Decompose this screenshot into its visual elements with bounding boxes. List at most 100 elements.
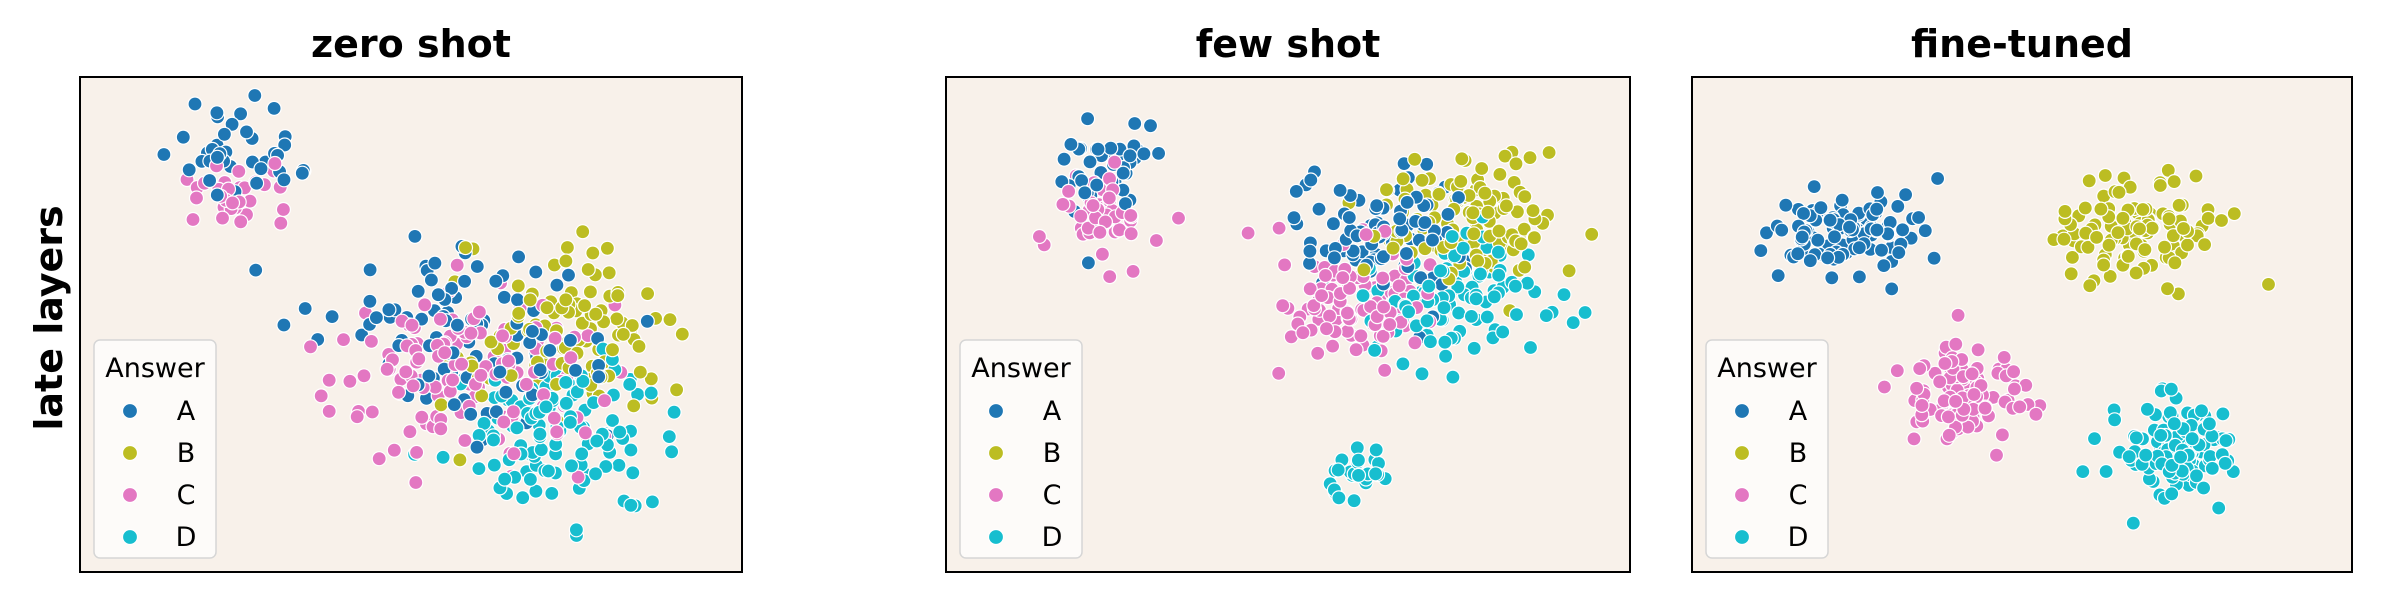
point-a [1851, 240, 1867, 256]
point-b [1498, 198, 1515, 214]
point-d [574, 446, 590, 462]
point-a [1794, 229, 1810, 245]
point-d [2196, 480, 2212, 496]
point-c [1271, 220, 1287, 236]
point-b [1522, 150, 1538, 166]
point-b [580, 261, 596, 278]
legend-marker-a [121, 402, 139, 420]
legend-label-a: A [177, 396, 196, 427]
point-d [1355, 288, 1371, 304]
point-a [1897, 187, 1914, 203]
point-b [610, 288, 626, 304]
point-c [1391, 278, 1407, 294]
point-b [452, 452, 468, 468]
point-a [560, 267, 577, 283]
point-d [509, 420, 525, 436]
point-a [324, 309, 340, 325]
point-a [209, 187, 225, 203]
point-a [1910, 209, 1927, 226]
point-d [558, 395, 574, 411]
point-a [1891, 245, 1907, 261]
point-b [639, 286, 656, 302]
point-c [1031, 228, 1048, 245]
point-b [2188, 168, 2204, 184]
point-c [495, 328, 511, 344]
point-a [444, 280, 460, 296]
legend-box [959, 339, 1083, 559]
point-c [1908, 380, 1925, 396]
point-a [1127, 115, 1143, 132]
point-a [509, 292, 526, 308]
chart-title: few shot [1196, 22, 1381, 66]
point-d [2173, 449, 2189, 465]
point-c [356, 368, 372, 384]
point-d [1400, 304, 1417, 320]
point-c [1092, 224, 1108, 240]
point-d [2128, 430, 2144, 446]
point-a [1375, 249, 1392, 265]
point-d [2098, 463, 2114, 480]
point-a [591, 369, 607, 385]
point-a [1079, 111, 1096, 127]
point-d [666, 404, 682, 420]
point-a [1326, 250, 1343, 266]
point-b [2179, 237, 2196, 253]
point-c [1306, 298, 1322, 314]
point-b [2081, 173, 2097, 189]
point-d [1346, 493, 1362, 509]
point-d [544, 485, 560, 501]
point-b [2156, 239, 2173, 255]
point-b [2101, 237, 2117, 253]
point-a [1325, 216, 1342, 232]
point-a [1150, 145, 1167, 161]
point-d [1491, 267, 1507, 283]
point-a [1115, 165, 1131, 181]
point-c [1339, 305, 1356, 321]
point-b [2128, 265, 2144, 281]
point-c [1123, 226, 1139, 242]
point-a [1890, 198, 1906, 214]
point-a [1136, 146, 1152, 162]
point-d [533, 442, 549, 458]
point-b [601, 265, 617, 281]
point-a [276, 172, 292, 188]
point-d [1367, 466, 1384, 482]
point-c [1085, 197, 1101, 214]
point-d [612, 424, 628, 440]
point-c [1375, 299, 1392, 315]
point-b [1385, 240, 1401, 256]
legend-marker-c [987, 486, 1005, 504]
point-a [1753, 243, 1769, 259]
point-b [522, 292, 538, 308]
point-b [474, 388, 490, 404]
point-a [1392, 211, 1408, 227]
point-a [362, 262, 378, 278]
point-a [1311, 201, 1327, 217]
point-c [471, 304, 487, 320]
point-a [407, 228, 423, 244]
point-c [1889, 363, 1905, 379]
point-c [349, 409, 365, 425]
point-b [1517, 259, 1533, 275]
point-a [449, 317, 465, 333]
point-c [273, 215, 289, 231]
point-a [1873, 242, 1890, 258]
point-c [2005, 364, 2022, 380]
point-a [181, 162, 197, 178]
point-c [1324, 338, 1341, 354]
point-a [532, 362, 548, 378]
point-b [1480, 204, 1496, 220]
legend-box [1705, 339, 1829, 559]
point-c [411, 351, 427, 367]
point-d [2184, 431, 2200, 447]
point-d [486, 457, 502, 473]
point-a [1819, 250, 1836, 266]
point-a [427, 255, 443, 271]
point-c [1994, 427, 2011, 443]
point-c [1102, 269, 1118, 285]
point-d [623, 442, 639, 458]
point-d [1437, 334, 1453, 350]
point-d [1468, 291, 1484, 307]
point-d [1577, 304, 1593, 321]
